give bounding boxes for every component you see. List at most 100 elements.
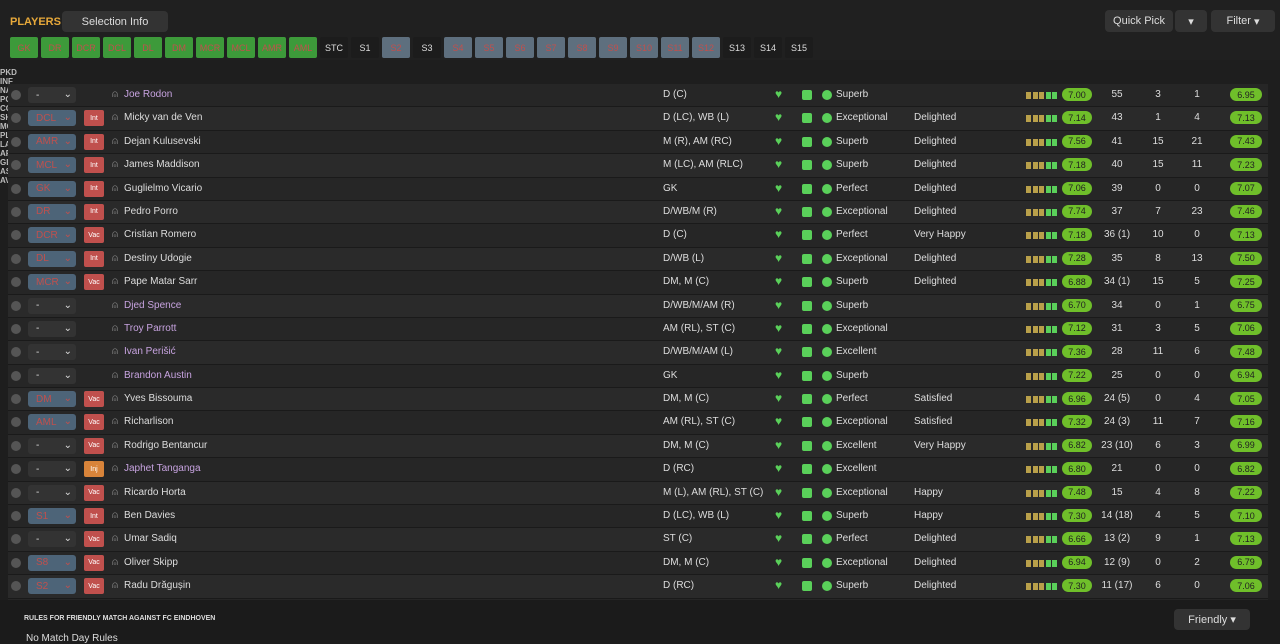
player-name[interactable]: Richarlison: [124, 416, 174, 428]
pick-dropdown[interactable]: MCL ⌄: [28, 157, 76, 174]
player-row[interactable]: - ⌄ Inj ⍝ Japhet Tanganga D (RC) ♥ Excellent 6.8…: [8, 458, 1268, 482]
player-name[interactable]: Pape Matar Sarr: [124, 276, 198, 288]
pick-dropdown[interactable]: AML ⌄: [28, 414, 76, 431]
position-button[interactable]: DCR: [72, 37, 100, 58]
player-name[interactable]: Pedro Porro: [124, 205, 178, 217]
pick-dropdown[interactable]: GK ⌄: [28, 180, 76, 197]
player-row[interactable]: DR ⌄ Int ⍝ Pedro Porro D/WB/M (R) ♥ Exceptional…: [8, 200, 1268, 225]
player-name[interactable]: Ivan Perišić: [124, 346, 176, 358]
player-row[interactable]: AMR ⌄ Int ⍝ Dejan Kulusevski M (R), AM (RC) ♥ S…: [8, 130, 1268, 155]
pick-dropdown[interactable]: -⌄: [28, 320, 76, 337]
player-row[interactable]: - ⌄ Vac ⍝ Umar Sadiq ST (C) ♥ Perfect Delighted 6…: [8, 528, 1268, 552]
position-button[interactable]: S13: [723, 37, 751, 58]
quick-pick-button[interactable]: Quick Pick: [1105, 10, 1173, 32]
position-button[interactable]: GK: [10, 37, 38, 58]
player-row[interactable]: S2 ⌄ Vac ⍝ Radu Drăgușin D (RC) ♥ Superb Delight…: [8, 575, 1268, 599]
player-row[interactable]: DCL ⌄ Int ⍝ Micky van de Ven D (LC), WB (L) ♥ E…: [8, 107, 1268, 131]
player-row[interactable]: - ⌄ ⍝ Troy Parrott AM (RL), ST (C) ♥ Exception…: [8, 317, 1268, 342]
player-row[interactable]: S8 ⌄ Vac ⍝ Oliver Skipp DM, M (C) ♥ Exceptional…: [8, 551, 1268, 576]
pick-dropdown[interactable]: -⌄: [28, 87, 76, 103]
position-button[interactable]: DL: [134, 37, 162, 58]
player-row[interactable]: DM ⌄ Vac ⍝ Yves Bissouma DM, M (C) ♥ Perfect Sat…: [8, 388, 1268, 412]
player-name[interactable]: Joe Rodon: [124, 89, 173, 100]
player-row[interactable]: AML ⌄ Vac ⍝ Richarlison AM (RL), ST (C) ♥ Excep…: [8, 411, 1268, 435]
player-name[interactable]: Oliver Skipp: [124, 556, 178, 568]
position-button[interactable]: S7: [537, 37, 565, 58]
pick-dropdown[interactable]: DR ⌄: [28, 203, 76, 220]
match-type-dropdown[interactable]: Friendly ▾: [1174, 609, 1250, 630]
position-button[interactable]: MCR: [196, 37, 224, 58]
position-button[interactable]: S1: [351, 37, 379, 58]
player-row[interactable]: DL ⌄ Int ⍝ Destiny Udogie D/WB (L) ♥ Exceptiona…: [8, 247, 1268, 272]
position-button[interactable]: S4: [444, 37, 472, 58]
player-name[interactable]: Cristian Romero: [124, 229, 197, 241]
pick-dropdown[interactable]: -⌄: [28, 367, 76, 384]
player-name[interactable]: Japhet Tanganga: [124, 463, 201, 475]
average-rating: 6.79: [1230, 555, 1262, 569]
position-button[interactable]: DR: [41, 37, 69, 58]
player-row[interactable]: GK ⌄ Int ⍝ Guglielmo Vicario GK ♥ Perfect Deligh…: [8, 177, 1268, 201]
quick-pick-dropdown[interactable]: ▾: [1175, 10, 1207, 32]
position-button[interactable]: S15: [785, 37, 813, 58]
position-button[interactable]: S12: [692, 37, 720, 58]
dropdown-arrow: ⌄: [63, 580, 72, 592]
position-button[interactable]: MCL: [227, 37, 255, 58]
position-button[interactable]: STC: [320, 37, 348, 58]
pick-dropdown[interactable]: DL ⌄: [28, 250, 76, 267]
player-row[interactable]: - ⌄ ⍝ Joe Rodon D (C) ♥ Superb 7.00 55 3 1 6.95: [8, 84, 1268, 108]
position-button[interactable]: S14: [754, 37, 782, 58]
position-button[interactable]: DM: [165, 37, 193, 58]
player-name[interactable]: Radu Drăgușin: [124, 580, 191, 592]
position-button[interactable]: S8: [568, 37, 596, 58]
player-name[interactable]: Ricardo Horta: [124, 486, 186, 498]
filter-button[interactable]: Filter ▾: [1211, 10, 1275, 32]
position-button[interactable]: S10: [630, 37, 658, 58]
pick-dropdown[interactable]: S1 ⌄: [28, 508, 76, 525]
pick-dropdown[interactable]: -⌄: [28, 437, 76, 454]
position-button[interactable]: DCL: [103, 37, 131, 58]
player-row[interactable]: - ⌄ Vac ⍝ Rodrigo Bentancur DM, M (C) ♥ Excelle…: [8, 434, 1268, 459]
player-name[interactable]: Guglielmo Vicario: [124, 182, 203, 194]
pick-dropdown[interactable]: DCR ⌄: [28, 227, 76, 244]
position-button[interactable]: S2: [382, 37, 410, 58]
player-row[interactable]: S1 ⌄ Int ⍝ Ben Davies D (LC), WB (L) ♥ Superb Ha…: [8, 505, 1268, 529]
player-name[interactable]: Micky van de Ven: [124, 112, 203, 124]
player-row[interactable]: MCR ⌄ Vac ⍝ Pape Matar Sarr DM, M (C) ♥ Superb D…: [8, 271, 1268, 295]
pick-dropdown[interactable]: -⌄: [28, 484, 76, 501]
player-name[interactable]: Troy Parrott: [124, 322, 177, 334]
player-row[interactable]: - ⌄ ⍝ Ivan Perišić D/WB/M/AM (L) ♥ Excellent 7.…: [8, 341, 1268, 365]
player-name[interactable]: James Maddison: [124, 159, 200, 171]
position-button[interactable]: S9: [599, 37, 627, 58]
player-row[interactable]: DCR ⌄ Vac ⍝ Cristian Romero D (C) ♥ Perfect Very…: [8, 224, 1268, 248]
player-name[interactable]: Destiny Udogie: [124, 252, 192, 264]
pick-dropdown[interactable]: -⌄: [28, 297, 76, 314]
player-name[interactable]: Djed Spence: [124, 299, 182, 311]
player-row[interactable]: - ⌄ ⍝ Djed Spence D/WB/M/AM (R) ♥ Superb 6.70 34…: [8, 294, 1268, 318]
pick-dropdown[interactable]: S8 ⌄: [28, 554, 76, 571]
player-name[interactable]: Rodrigo Bentancur: [124, 439, 208, 451]
player-name[interactable]: Umar Sadiq: [124, 533, 177, 545]
position-button[interactable]: S6: [506, 37, 534, 58]
position-button[interactable]: S11: [661, 37, 689, 58]
selection-info-button[interactable]: Selection Info: [62, 11, 168, 32]
position-button[interactable]: S3: [413, 37, 441, 58]
player-name[interactable]: Brandon Austin: [124, 369, 192, 381]
form-bar: [1039, 138, 1044, 146]
player-row[interactable]: - ⌄ Vac ⍝ Ricardo Horta M (L), AM (RL), ST (C…: [8, 481, 1268, 506]
player-row[interactable]: MCL ⌄ Int ⍝ James Maddison M (LC), AM (RLC) ♥ S…: [8, 154, 1268, 178]
player-name[interactable]: Yves Bissouma: [124, 393, 193, 405]
player-row[interactable]: - ⌄ ⍝ Brandon Austin GK ♥ Superb 7.22 25 0 0 6.94: [8, 364, 1268, 389]
position-button[interactable]: S5: [475, 37, 503, 58]
position-button[interactable]: AMR: [258, 37, 286, 58]
pick-dropdown[interactable]: MCR ⌄: [28, 274, 76, 291]
pick-dropdown[interactable]: DM ⌄: [28, 391, 76, 408]
pick-dropdown[interactable]: DCL ⌄: [28, 110, 76, 127]
pick-dropdown[interactable]: -⌄: [28, 531, 76, 548]
player-name[interactable]: Dejan Kulusevski: [124, 135, 201, 147]
position-button[interactable]: AML: [289, 37, 317, 58]
pick-dropdown[interactable]: -⌄: [28, 461, 76, 478]
player-name[interactable]: Ben Davies: [124, 510, 176, 522]
pick-dropdown[interactable]: -⌄: [28, 344, 76, 361]
pick-dropdown[interactable]: S2 ⌄: [28, 578, 76, 595]
pick-dropdown[interactable]: AMR ⌄: [28, 133, 76, 150]
